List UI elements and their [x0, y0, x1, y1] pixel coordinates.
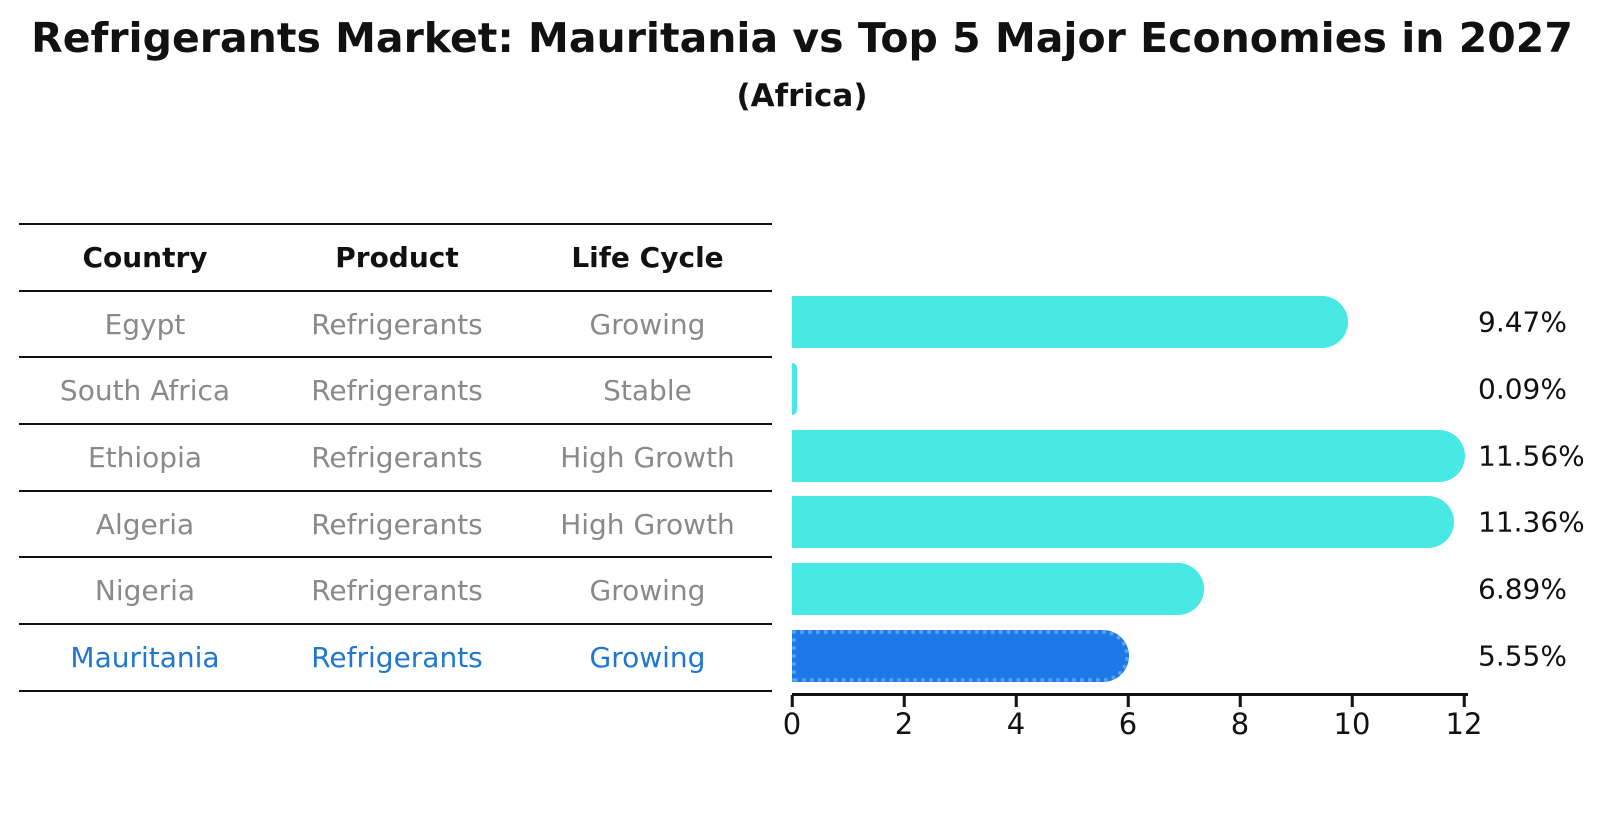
table-body: Egypt Refrigerants Growing South Africa Refr…	[19, 292, 772, 692]
column-header-country: Country	[82, 240, 208, 274]
value-label-algeria: 11.36%	[1478, 505, 1585, 539]
x-tick	[1350, 695, 1354, 707]
product-cell: Refrigerants	[311, 374, 483, 408]
x-tick-label: 0	[782, 707, 802, 741]
product-cell: Refrigerants	[311, 640, 483, 674]
country-cell: Algeria	[95, 507, 195, 541]
country-table: Country Product Life Cycle Egypt Refrigeran…	[19, 223, 772, 692]
product-cell: Refrigerants	[311, 507, 483, 541]
x-tick-label: 12	[1445, 707, 1483, 741]
product-cell: Refrigerants	[311, 574, 483, 608]
country-cell: South Africa	[59, 374, 231, 408]
x-tick-label: 6	[1118, 707, 1138, 741]
x-tick-label: 8	[1230, 707, 1250, 741]
x-axis-line	[792, 693, 1468, 696]
chart-subtitle: (Africa)	[736, 78, 868, 114]
product-cell: Refrigerants	[311, 307, 483, 341]
table-row-egypt: Egypt Refrigerants Growing	[19, 292, 772, 359]
bar-algeria	[792, 496, 1455, 549]
value-label-mauritania: 5.55%	[1478, 639, 1567, 673]
x-tick	[1238, 695, 1242, 707]
x-tick	[1126, 695, 1130, 707]
bar-south-africa	[792, 363, 798, 416]
value-label-nigeria: 6.89%	[1478, 572, 1567, 606]
table-header-row: Country Product Life Cycle	[19, 225, 772, 292]
x-tick	[1462, 695, 1466, 707]
x-tick-label: 2	[894, 707, 914, 741]
life-cycle-cell: High Growth	[560, 507, 735, 541]
chart-title: Refrigerants Market: Mauritania vs Top 5…	[31, 14, 1573, 62]
table-row-nigeria: Nigeria Refrigerants Growing	[19, 558, 772, 626]
table-row-algeria: Algeria Refrigerants High Growth	[19, 492, 772, 559]
country-cell: Ethiopia	[87, 440, 203, 474]
value-label-south-africa: 0.09%	[1478, 372, 1567, 406]
column-header-product: Product	[335, 240, 459, 274]
product-cell: Refrigerants	[311, 440, 483, 474]
life-cycle-cell: Growing	[589, 574, 706, 608]
bar-nigeria	[792, 563, 1204, 616]
life-cycle-cell: Growing	[589, 640, 706, 674]
value-label-ethiopia: 11.56%	[1478, 439, 1585, 473]
table-row-ethiopia: Ethiopia Refrigerants High Growth	[19, 425, 772, 492]
life-cycle-cell: Growing	[589, 307, 706, 341]
column-header-life-cycle: Life Cycle	[571, 240, 724, 274]
country-cell: Egypt	[104, 307, 186, 341]
country-cell: Mauritania	[70, 640, 220, 674]
x-tick-label: 10	[1333, 707, 1371, 741]
x-tick	[790, 695, 794, 707]
value-label-egypt: 9.47%	[1478, 305, 1567, 339]
x-tick-label: 4	[1006, 707, 1026, 741]
bar-mauritania	[792, 629, 1129, 682]
table-row-south-africa: South Africa Refrigerants Stable	[19, 358, 772, 426]
x-tick	[1014, 695, 1018, 707]
country-cell: Nigeria	[94, 574, 196, 608]
life-cycle-cell: Stable	[603, 374, 692, 408]
bar-egypt	[792, 296, 1349, 349]
bar-ethiopia	[792, 429, 1466, 482]
table-row-mauritania: Mauritania Refrigerants Growing	[19, 625, 772, 692]
life-cycle-cell: High Growth	[560, 440, 735, 474]
x-tick	[902, 695, 906, 707]
